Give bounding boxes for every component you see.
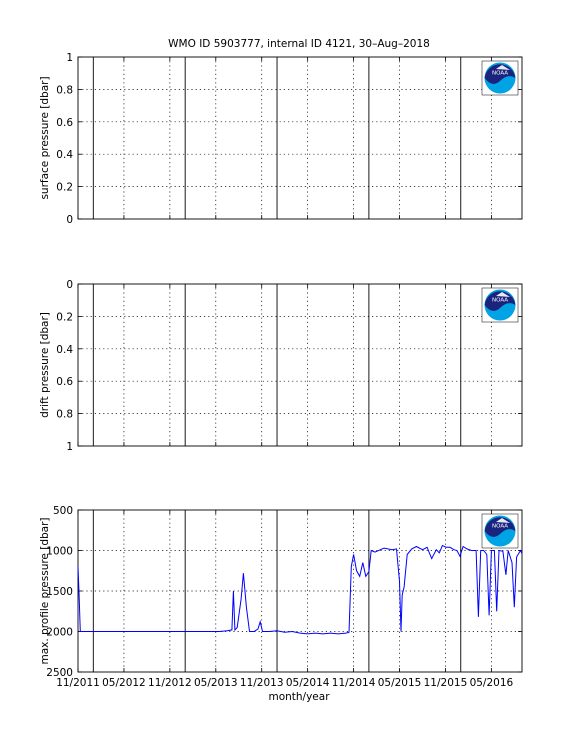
y-tick-label: 0: [66, 214, 73, 226]
surface-pressure-panel: 0 0.2 0.4 0.6 0.8 1 surface pressure [dbar] NOA…: [39, 52, 523, 226]
y-tick-label: 0.4: [56, 344, 73, 356]
y-tick-label: 2500: [46, 667, 73, 679]
plot-frame: [77, 509, 523, 673]
y-tick-label: 0.6: [56, 376, 73, 388]
x-tick-label: 05/2015: [378, 677, 422, 689]
x-tick-label: 11/2013: [240, 677, 284, 689]
y-tick-label: 0.8: [56, 409, 73, 421]
y-tick-label: 1: [66, 52, 73, 64]
y-tick-label: 1: [66, 441, 73, 453]
y-tick-label: 0.6: [56, 117, 73, 129]
y-tick-label: 0.2: [56, 182, 73, 194]
y-tick-label: 0.2: [56, 311, 73, 323]
x-tick-label: 05/2012: [102, 677, 146, 689]
y-tick-label: 0.8: [56, 84, 73, 96]
y-tick-label: 500: [53, 505, 73, 517]
x-tick-label: 05/2014: [286, 677, 330, 689]
logo-text: NOAA: [492, 298, 508, 304]
y-axis-label: surface pressure [dbar]: [39, 76, 51, 199]
logo-bird-icon: [496, 292, 510, 297]
logo-bird-icon: [496, 65, 510, 70]
noaa-logo: NOAA: [481, 513, 519, 549]
x-tick-label: 11/2011: [56, 677, 100, 689]
logo-text: NOAA: [492, 71, 508, 77]
x-tick-label: 11/2015: [424, 677, 468, 689]
x-axis-label: month/year: [268, 691, 330, 703]
y-tick-label: 1500: [46, 586, 73, 598]
plot-frame: [77, 283, 523, 447]
logo-text: NOAA: [492, 524, 508, 530]
y-tick-label: 0.4: [56, 149, 73, 161]
logo-bird-icon: [496, 518, 510, 523]
drift-pressure-panel: 0 0.2 0.4 0.6 0.8 1 drift pressure [dbar] NOAA: [39, 279, 523, 453]
figure-title: WMO ID 5903777, internal ID 4121, 30–Aug…: [168, 38, 430, 50]
y-tick-label: 1000: [46, 546, 73, 558]
noaa-logo: NOAA: [481, 60, 519, 96]
x-tick-label: 05/2016: [470, 677, 514, 689]
x-tick-label: 11/2014: [332, 677, 376, 689]
x-tick-label: 05/2013: [194, 677, 238, 689]
y-tick-label: 0: [66, 279, 73, 291]
plot-frame: [77, 56, 523, 220]
series-line: [77, 544, 523, 635]
y-axis-label: drift pressure [dbar]: [39, 312, 51, 418]
noaa-logo: NOAA: [481, 287, 519, 323]
y-axis-label: max. profile pressure [dbar]: [39, 517, 51, 664]
x-tick-label: 11/2012: [148, 677, 192, 689]
y-tick-label: 2000: [46, 627, 73, 639]
